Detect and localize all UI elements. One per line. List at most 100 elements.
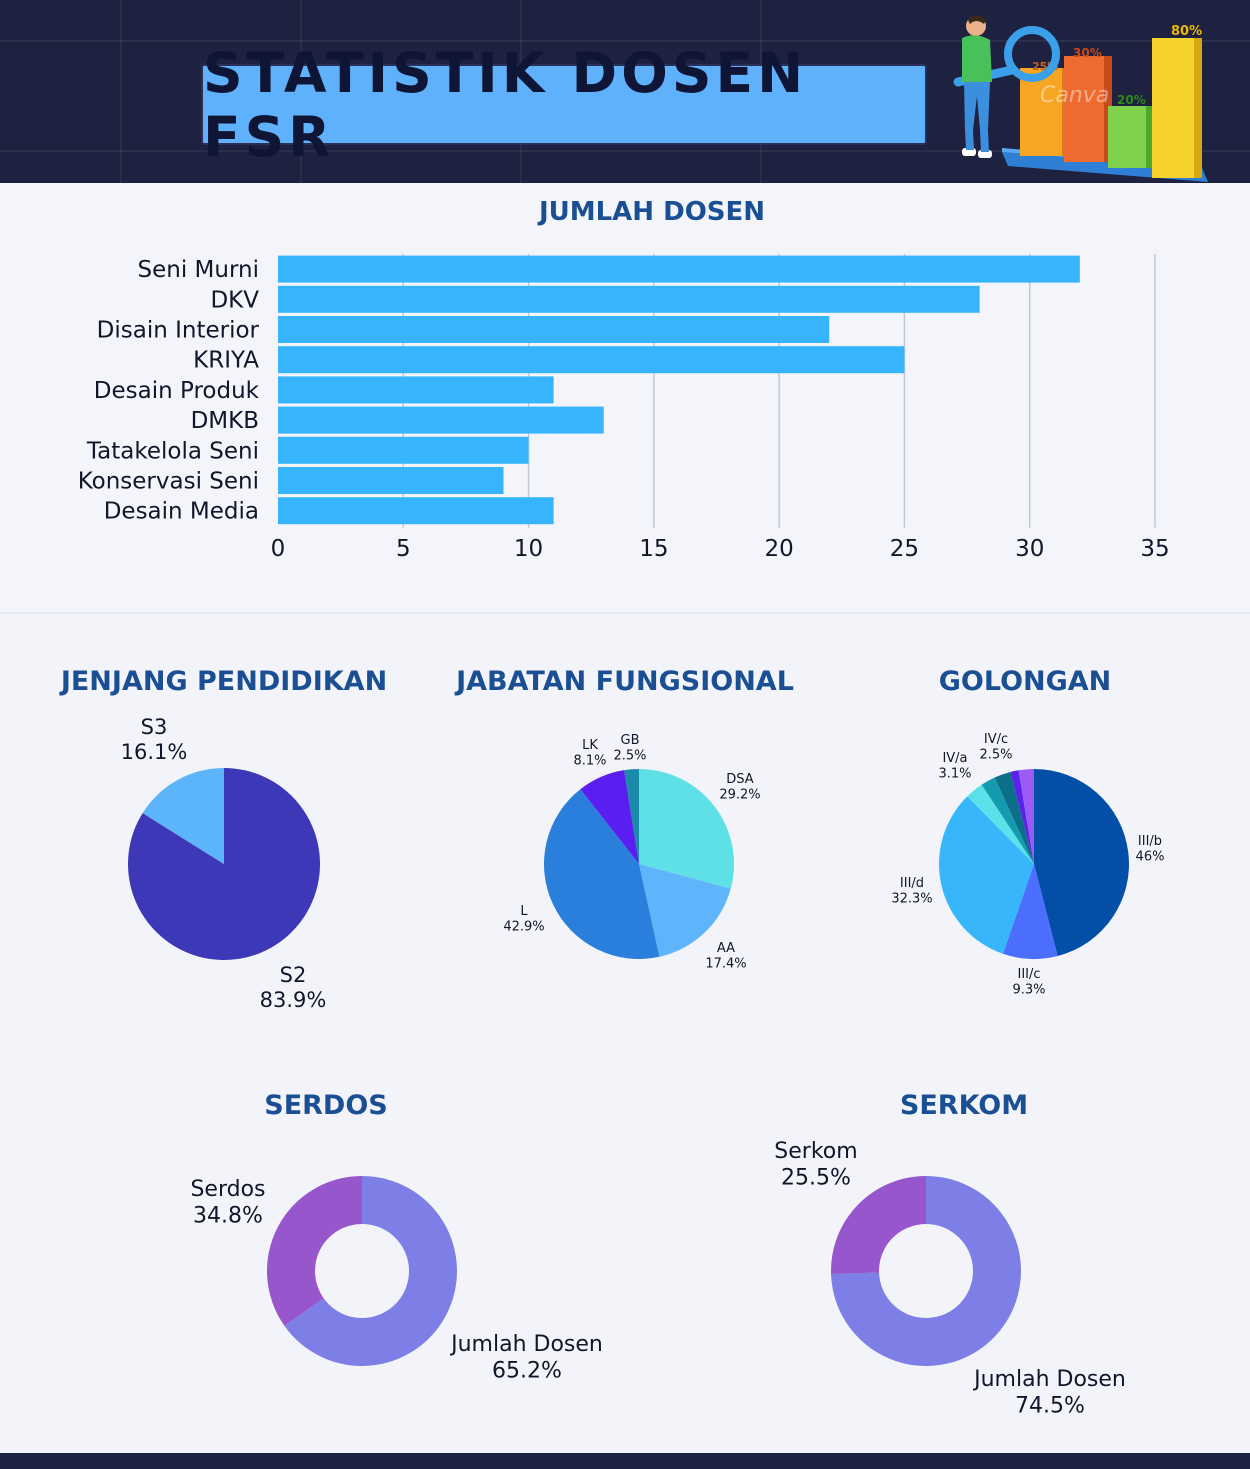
slice-percent-label: 32.3% — [891, 892, 932, 907]
bar — [278, 285, 980, 313]
page-title: STATISTIK DOSEN FSR — [203, 40, 808, 169]
pie-slice — [1002, 864, 1058, 959]
y-category-label: Tatakelola Seni — [86, 438, 259, 464]
illus-bar — [1108, 106, 1146, 168]
pie-slice — [543, 789, 660, 959]
illus-bar-label: 20% — [1117, 93, 1146, 107]
illus-bar-label: 30% — [1073, 46, 1102, 60]
pie-slice — [939, 796, 1034, 954]
pie-slice — [967, 784, 1034, 864]
divider — [0, 612, 1250, 614]
jabatan-title: JABATAN FUNGSIONAL — [456, 666, 794, 697]
slice-label: Jumlah Dosen — [449, 1332, 603, 1357]
bar — [278, 346, 905, 374]
illus-bar — [1064, 56, 1104, 162]
slice-percent-label: 34.8% — [193, 1203, 263, 1228]
y-category-label: Desain Produk — [94, 378, 260, 404]
x-tick-label: 10 — [514, 536, 543, 562]
illus-bar — [1152, 38, 1194, 178]
x-tick-label: 15 — [639, 536, 668, 562]
serkom-title: SERKOM — [899, 1090, 1029, 1121]
pie-slice — [142, 768, 224, 864]
y-category-label: Seni Murni — [138, 257, 259, 283]
x-tick-label: 35 — [1140, 536, 1169, 562]
jumlah-dosen-title: JUMLAH DOSEN — [538, 197, 766, 227]
slice-percent-label: 25.5% — [781, 1165, 851, 1190]
slice-label: III/d — [900, 876, 924, 891]
slice-label: GB — [621, 733, 640, 748]
bar — [278, 376, 554, 404]
slice-percent-label: 46% — [1136, 850, 1165, 865]
pie-slice — [639, 769, 734, 889]
x-tick-label: 30 — [1015, 536, 1044, 562]
y-category-label: DKV — [210, 287, 259, 313]
pie-slice — [267, 1176, 362, 1326]
slice-percent-label: 9.3% — [1012, 983, 1045, 998]
slice-label: III/b — [1138, 834, 1162, 849]
y-category-label: Disain Interior — [97, 318, 260, 344]
header-banner: STATISTIK DOSEN FSR 25% 30% 20% 80% Canv… — [0, 0, 1250, 183]
slice-label: S2 — [280, 963, 307, 987]
golongan-title: GOLONGAN — [938, 666, 1112, 697]
y-category-label: Konservasi Seni — [78, 469, 259, 495]
growth-chart-illustration: 25% 30% 20% 80% Canva — [953, 15, 1208, 182]
grid-decoration — [0, 150, 1250, 152]
illus-bar-label: 80% — [1171, 24, 1202, 39]
pie-slice — [981, 777, 1034, 864]
slice-percent-label: 2.5% — [613, 749, 646, 764]
slice-label: Serdos — [190, 1177, 265, 1202]
slice-label: III/c — [1017, 967, 1040, 982]
bar — [278, 316, 830, 343]
slice-percent-label: 3.1% — [938, 767, 971, 782]
pie-slice — [639, 864, 731, 957]
jumlah-dosen-chart: 0 5 10 15 20 25 30 35 Seni Murni DKV Disain Interi… — [78, 254, 1170, 562]
slice-percent-label: 74.5% — [1015, 1393, 1085, 1418]
illus-bar — [1020, 68, 1062, 156]
pie-slice — [1018, 769, 1034, 864]
slice-label: LK — [582, 738, 598, 753]
pie-slice — [580, 770, 639, 864]
bar — [278, 436, 529, 464]
slice-label: AA — [717, 941, 735, 956]
magnifier-icon — [1004, 26, 1060, 82]
slice-label: IV/a — [942, 751, 967, 766]
jumlah-dosen-panel — [0, 183, 1250, 613]
bar — [278, 255, 1080, 283]
x-tick-label: 25 — [890, 536, 919, 562]
bar — [278, 497, 554, 525]
slice-percent-label: 29.2% — [719, 788, 760, 803]
bar — [278, 406, 604, 434]
slice-percent-label: 2.5% — [979, 748, 1012, 763]
slice-label: S3 — [141, 715, 168, 739]
slice-percent-label: 42.9% — [503, 920, 544, 935]
y-category-label: DMKB — [191, 408, 259, 434]
slice-percent-label: 65.2% — [492, 1358, 562, 1383]
serdos-title: SERDOS — [264, 1090, 388, 1121]
slice-label: Serkom — [774, 1139, 857, 1164]
jenjang-title: JENJANG PENDIDIKAN — [60, 666, 388, 697]
slice-percent-label: 17.4% — [705, 957, 746, 972]
slice-label: Jumlah Dosen — [972, 1367, 1126, 1392]
watermark: Canva — [1040, 83, 1109, 108]
x-tick-label: 0 — [271, 536, 286, 562]
pie-slice — [284, 1176, 458, 1366]
pie-slice — [994, 771, 1034, 864]
slice-label: DSA — [726, 772, 754, 787]
grid-decoration — [0, 40, 1250, 42]
slice-label: IV/c — [984, 732, 1008, 747]
y-category-label: Desain Media — [104, 499, 259, 525]
bar — [278, 467, 504, 494]
pie-slice — [1010, 770, 1034, 864]
x-tick-label: 20 — [765, 536, 794, 562]
footer-bar — [0, 1453, 1250, 1469]
slice-percent-label: 8.1% — [573, 754, 606, 769]
pie-slice — [831, 1176, 1021, 1366]
golongan-pie-chart: III/b46% III/c9.3% III/d32.3% IV/a3.1% IV/c2… — [891, 732, 1165, 998]
pie-slice — [1034, 769, 1130, 957]
x-tick-label: 5 — [396, 536, 411, 562]
title-box: STATISTIK DOSEN FSR — [201, 41, 927, 169]
grid-decoration — [120, 0, 122, 183]
